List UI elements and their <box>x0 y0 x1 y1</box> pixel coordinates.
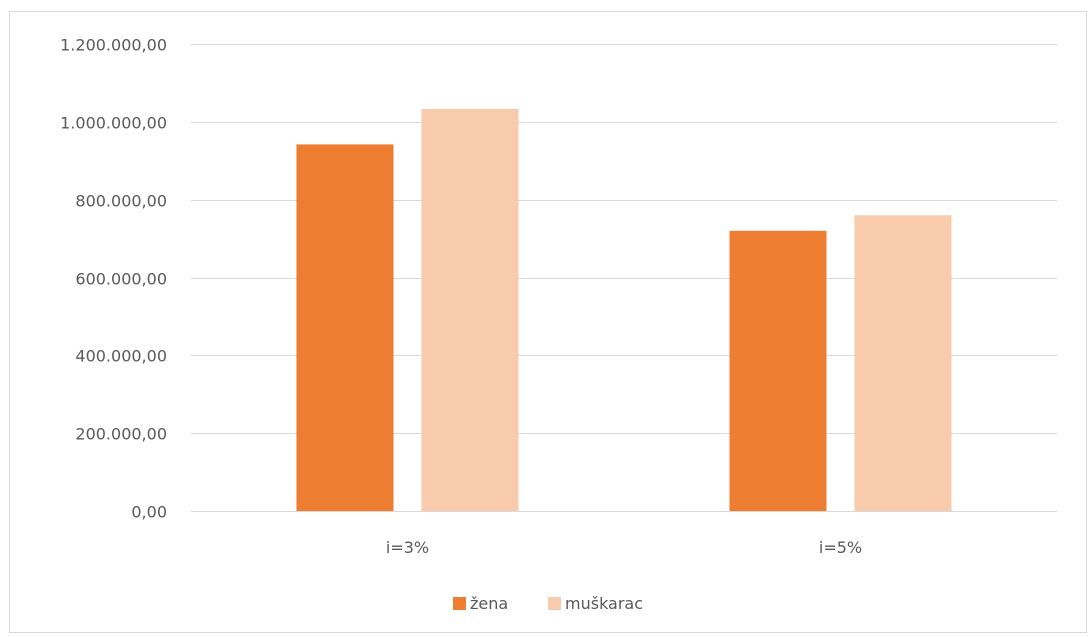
x-tick-label: i=5% <box>819 538 862 557</box>
y-tick-label: 200.000,00 <box>75 425 167 444</box>
y-tick-label: 1.200.000,00 <box>60 36 167 55</box>
y-tick-label: 400.000,00 <box>75 347 167 366</box>
y-tick-label: 600.000,00 <box>75 270 167 289</box>
y-tick-label: 800.000,00 <box>75 192 167 211</box>
bar-zena-2 <box>729 230 827 512</box>
bar-zena-1 <box>296 144 394 511</box>
bars <box>296 108 952 512</box>
legend-label: žena <box>470 594 508 613</box>
legend-label: muškarac <box>565 594 643 613</box>
legend-swatch <box>453 597 466 610</box>
y-tick-label: 1.000.000,00 <box>60 114 167 133</box>
x-axis-tick-labels: i=3% i=5% <box>386 538 862 557</box>
legend: žena muškarac <box>453 594 643 613</box>
y-tick-label: 0,00 <box>131 503 167 522</box>
legend-swatch <box>548 597 561 610</box>
y-axis-tick-labels: 0,00 200.000,00 400.000,00 600.000,00 800.00… <box>60 36 167 522</box>
x-tick-label: i=3% <box>386 538 429 557</box>
bar-muskarac-1 <box>421 108 519 511</box>
bar-muskarac-2 <box>854 215 952 511</box>
